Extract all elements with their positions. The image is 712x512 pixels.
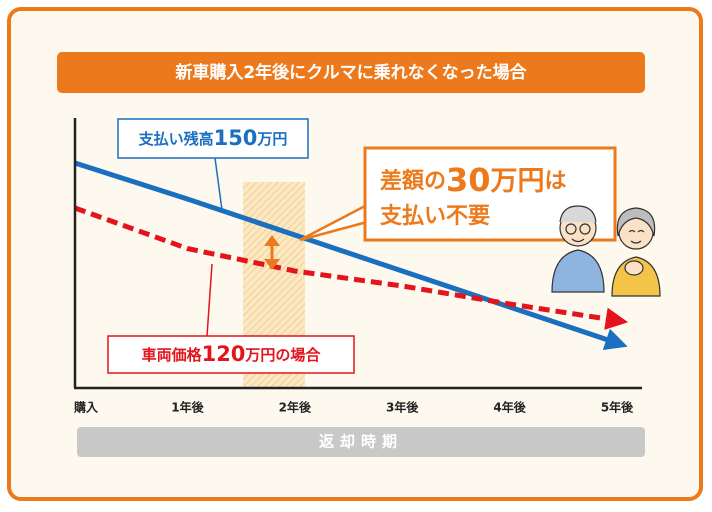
title-banner [57,52,645,93]
text-part: 車両価格 [142,346,203,364]
leader-line [206,263,213,337]
people-illustration [551,205,661,297]
text-number: 30 [446,161,491,199]
text-part: は [545,169,567,194]
vehicle-callout [107,335,355,374]
text-part: 支払い残高 [139,130,214,148]
text-number: 150 [214,126,258,150]
difference-text: 支払い不要 [380,203,490,229]
x-tick-label: 3年後 [386,400,419,415]
x-axis-label: 返却時期 [319,433,403,451]
x-tick-label: 5年後 [601,400,634,415]
text-part: 差額の [380,168,446,194]
difference-pointer [299,203,368,242]
series-line [74,160,628,351]
x-axis-bar [77,427,645,457]
text-part: 万円 [491,166,545,197]
balance-callout [117,118,309,159]
difference-text: 差額の30万円は [380,161,567,199]
chart-title: 新車購入2年後にクルマに乗れなくなった場合 [174,62,527,83]
balance-text: 支払い残高150万円 [139,126,288,150]
plot [74,160,629,351]
leader-line [214,157,223,211]
difference-arrow [264,235,280,270]
series-line [74,205,629,330]
vehicle-text: 車両価格120万円の場合 [142,342,322,366]
text-part: 万円 [256,130,287,148]
text-part: 万円の場合 [244,346,321,364]
x-labels: 購入 1年後 2年後 3年後 4年後 5年後 [73,400,634,415]
text-number: 120 [202,342,246,366]
x-tick-label: 1年後 [171,400,204,415]
x-tick-label: 2年後 [279,400,312,415]
x-tick-label: 購入 [73,400,99,415]
x-tick-label: 4年後 [493,400,526,415]
